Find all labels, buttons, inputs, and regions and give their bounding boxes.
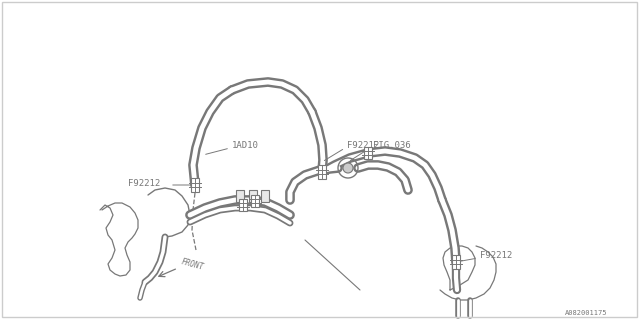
Text: 1AD10: 1AD10	[232, 140, 259, 149]
Text: A082001175: A082001175	[565, 310, 607, 316]
Bar	[249, 190, 257, 202]
FancyBboxPatch shape	[191, 178, 200, 192]
Text: F92212: F92212	[128, 179, 160, 188]
FancyBboxPatch shape	[364, 147, 372, 159]
FancyBboxPatch shape	[239, 199, 247, 211]
Text: FRONT: FRONT	[180, 258, 205, 272]
FancyBboxPatch shape	[452, 255, 460, 269]
Bar	[236, 190, 244, 202]
Text: F92212: F92212	[347, 140, 380, 149]
Text: F92212: F92212	[480, 251, 512, 260]
Text: FIG.036: FIG.036	[373, 140, 411, 149]
FancyBboxPatch shape	[317, 165, 326, 179]
Bar	[261, 190, 269, 202]
FancyBboxPatch shape	[251, 195, 259, 207]
Circle shape	[343, 163, 353, 173]
